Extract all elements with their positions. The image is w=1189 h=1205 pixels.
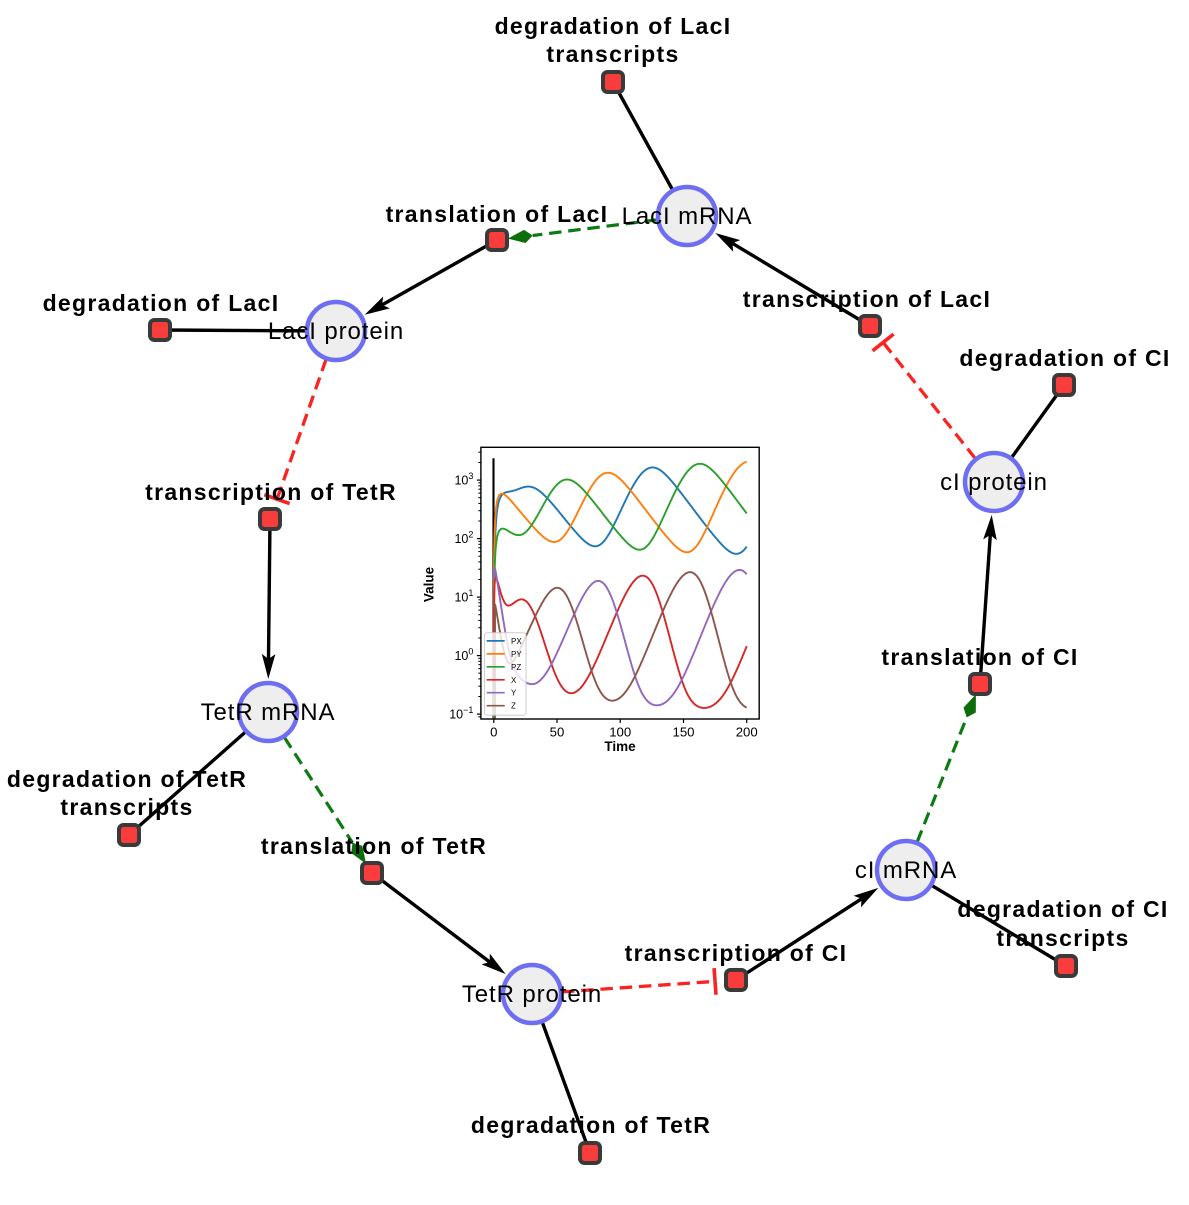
svg-text:Z: Z bbox=[511, 702, 516, 711]
svg-text:transcripts: transcripts bbox=[996, 925, 1129, 951]
svg-text:translation of TetR: translation of TetR bbox=[261, 833, 487, 859]
svg-text:PZ: PZ bbox=[511, 663, 521, 672]
svg-text:degradation of CI: degradation of CI bbox=[957, 896, 1168, 922]
svg-text:cI mRNA: cI mRNA bbox=[855, 857, 957, 884]
svg-text:Time: Time bbox=[604, 739, 636, 754]
svg-text:150: 150 bbox=[672, 725, 694, 740]
svg-text:TetR mRNA: TetR mRNA bbox=[201, 699, 336, 726]
svg-text:degradation of TetR: degradation of TetR bbox=[471, 1112, 711, 1138]
svg-text:100: 100 bbox=[609, 725, 631, 740]
svg-text:X: X bbox=[511, 676, 517, 685]
svg-text:200: 200 bbox=[736, 725, 758, 740]
svg-text:degradation of CI: degradation of CI bbox=[959, 345, 1170, 371]
svg-text:degradation of LacI: degradation of LacI bbox=[495, 13, 732, 39]
svg-text:50: 50 bbox=[550, 725, 565, 740]
svg-text:translation of CI: translation of CI bbox=[881, 644, 1078, 670]
svg-text:TetR protein: TetR protein bbox=[462, 981, 602, 1008]
svg-text:transcripts: transcripts bbox=[546, 41, 679, 67]
svg-text:LacI protein: LacI protein bbox=[268, 318, 404, 345]
svg-text:Y: Y bbox=[511, 689, 517, 698]
svg-text:0: 0 bbox=[490, 725, 497, 740]
svg-text:transcription of LacI: transcription of LacI bbox=[743, 286, 991, 312]
svg-text:transcription of CI: transcription of CI bbox=[625, 940, 848, 966]
svg-text:transcripts: transcripts bbox=[60, 794, 193, 820]
svg-text:transcription of TetR: transcription of TetR bbox=[145, 479, 397, 505]
svg-text:degradation of TetR: degradation of TetR bbox=[7, 766, 247, 792]
svg-text:translation of LacI: translation of LacI bbox=[386, 201, 609, 227]
svg-text:Value: Value bbox=[422, 566, 437, 602]
svg-text:PY: PY bbox=[511, 650, 522, 659]
svg-text:degradation of LacI: degradation of LacI bbox=[43, 290, 280, 316]
svg-text:LacI mRNA: LacI mRNA bbox=[622, 203, 753, 230]
svg-text:cI protein: cI protein bbox=[940, 469, 1048, 496]
svg-text:PX: PX bbox=[511, 637, 522, 646]
